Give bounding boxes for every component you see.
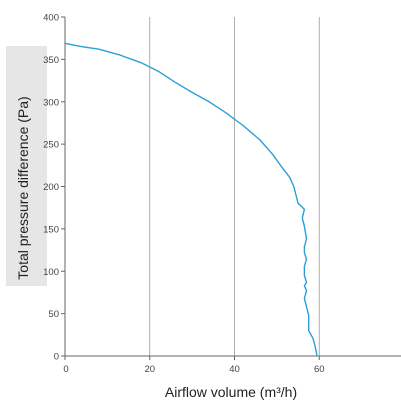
y-tick-label: 0 (54, 352, 59, 363)
y-tick-label: 350 (43, 55, 59, 66)
y-axis-title: Total pressure difference (Pa) (15, 96, 31, 279)
series-line (64, 42, 318, 357)
y-tick-label: 50 (48, 309, 59, 320)
x-tick-label: 60 (314, 364, 325, 375)
x-tick-label: 40 (229, 364, 240, 375)
y-tick-label: 150 (43, 224, 59, 235)
x-axis-title: Airflow volume (m³/h) (165, 384, 297, 400)
grid-lines (149, 17, 320, 356)
x-tick-label: 20 (144, 364, 155, 375)
y-tick-label: 100 (43, 267, 59, 278)
series-layer (64, 42, 318, 357)
y-tick-label: 300 (43, 97, 59, 108)
axes (61, 16, 401, 360)
y-tick-label: 400 (43, 13, 59, 24)
x-tick-label: 0 (63, 364, 68, 375)
tick-labels: 05010015020025030035040002040608 (43, 13, 325, 376)
y-tick-label: 200 (43, 182, 59, 193)
y-axis-title-band (6, 46, 47, 286)
y-tick-label: 250 (43, 140, 59, 151)
